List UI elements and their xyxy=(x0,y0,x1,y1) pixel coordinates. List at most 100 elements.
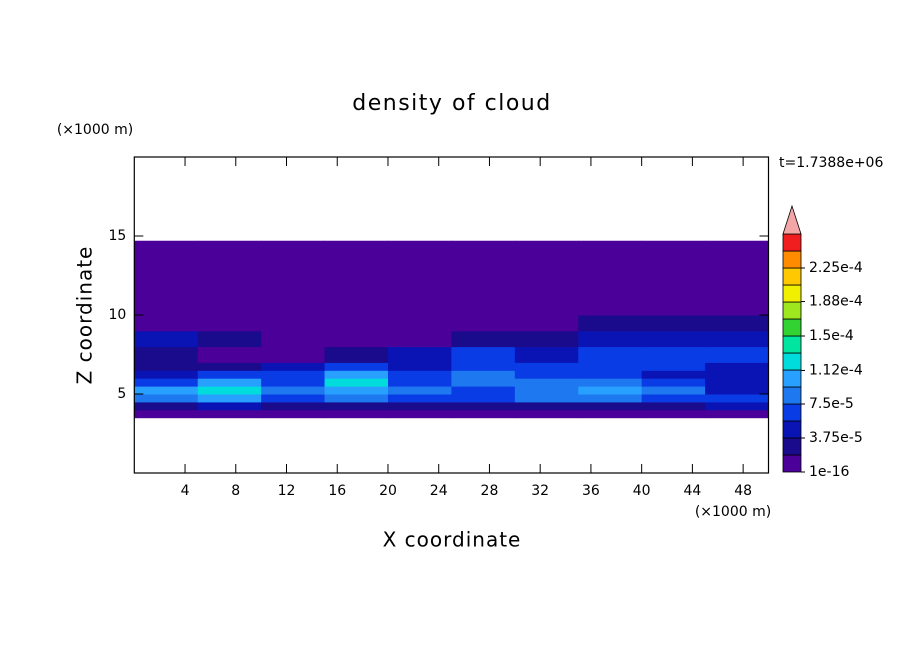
contour-cell xyxy=(261,330,326,348)
contour-cell xyxy=(514,370,579,379)
colorbar-box xyxy=(782,318,802,337)
contour-cell xyxy=(134,409,199,419)
contour-cell xyxy=(451,370,516,379)
contour-cell xyxy=(324,401,389,411)
contour-cell xyxy=(197,362,262,371)
contour-cell xyxy=(261,386,326,395)
colorbar-label: 3.75e-5 xyxy=(809,430,863,446)
colorbar-label: 1.12e-4 xyxy=(809,362,863,378)
contour-cell xyxy=(134,346,199,363)
contour-cell xyxy=(578,394,643,403)
contour-cell xyxy=(641,240,706,316)
contour-cell xyxy=(134,370,199,379)
contour-cell xyxy=(134,386,199,395)
contour-cell xyxy=(324,386,389,395)
annotation: t=1.7388e+06 xyxy=(779,155,883,171)
contour-cell xyxy=(514,409,579,419)
contour-cell xyxy=(197,386,262,395)
contour-cell xyxy=(261,401,326,411)
colorbar-box xyxy=(782,403,802,422)
contour-cell xyxy=(578,386,643,395)
contour-cell xyxy=(261,378,326,387)
contour-cell xyxy=(705,240,769,316)
colorbar-box xyxy=(782,335,802,354)
contour-cell xyxy=(514,240,579,316)
contour-cell xyxy=(324,378,389,387)
colorbar-label: 1e-16 xyxy=(809,464,849,480)
x-tick-label: 32 xyxy=(531,483,549,499)
contour-cell xyxy=(134,330,199,348)
colorbar-over xyxy=(782,204,802,235)
contour-cell xyxy=(641,315,706,332)
contour-cell xyxy=(197,394,262,403)
contour-cell xyxy=(514,362,579,371)
contour-cell xyxy=(641,330,706,348)
contour-cell xyxy=(451,394,516,403)
contour-cell xyxy=(387,409,452,419)
colorbar-box xyxy=(782,352,802,371)
contour-cell xyxy=(261,409,326,419)
x-tick-label: 28 xyxy=(481,483,499,499)
contour-cell xyxy=(578,330,643,348)
contour-cell xyxy=(387,330,452,348)
contour-cell xyxy=(641,362,706,371)
contour-cell xyxy=(134,240,199,316)
contour-cell xyxy=(324,370,389,379)
x-tick-label: 48 xyxy=(734,483,752,499)
contour-cell xyxy=(197,401,262,411)
contour-cell xyxy=(705,401,769,411)
contour-cell xyxy=(134,394,199,403)
contour-cell xyxy=(134,378,199,387)
contour-cell xyxy=(578,370,643,379)
contour-cell xyxy=(705,370,769,379)
contour-cell xyxy=(451,386,516,395)
contour-cell xyxy=(641,378,706,387)
contour-cell xyxy=(578,240,643,316)
x-tick-label: 24 xyxy=(430,483,448,499)
colorbar-box xyxy=(782,420,802,439)
contour-cell xyxy=(387,240,452,316)
contour-cell xyxy=(387,346,452,363)
contour-cell xyxy=(514,330,579,348)
contour-cell xyxy=(324,315,389,332)
contour-cell xyxy=(197,330,262,348)
contour-cell xyxy=(197,315,262,332)
x-tick-label: 8 xyxy=(231,483,240,499)
colorbar-label: 1.5e-4 xyxy=(809,328,854,344)
contour-cell xyxy=(261,394,326,403)
x-axis-label: X coordinate xyxy=(383,528,522,552)
contour-cell xyxy=(641,386,706,395)
contour-cell xyxy=(705,362,769,371)
contour-cell xyxy=(514,315,579,332)
contour-cell xyxy=(514,401,579,411)
y-tick-label: 15 xyxy=(108,228,126,244)
colorbar-box xyxy=(782,437,802,456)
contour-cell xyxy=(261,315,326,332)
contour-cell xyxy=(705,330,769,348)
contour-cell xyxy=(578,409,643,419)
y-tick-label: 5 xyxy=(117,386,126,402)
contour-cell xyxy=(578,362,643,371)
contour-cell xyxy=(578,401,643,411)
contour-cell xyxy=(705,394,769,403)
contour-cell xyxy=(451,401,516,411)
contour-cell xyxy=(197,409,262,419)
contour-cell xyxy=(387,362,452,371)
colorbar-box xyxy=(782,454,802,473)
contour-cell xyxy=(134,315,199,332)
colorbar-box xyxy=(782,233,802,252)
contour-cell xyxy=(324,362,389,371)
contour-cell xyxy=(641,346,706,363)
contour-cell xyxy=(451,409,516,419)
contour-cell xyxy=(197,346,262,363)
contour-cell xyxy=(451,362,516,371)
x-tick-label: 36 xyxy=(582,483,600,499)
x-tick-label: 40 xyxy=(633,483,651,499)
y-tick-label: 10 xyxy=(108,307,126,323)
contour-cell xyxy=(324,394,389,403)
contour-cell xyxy=(641,394,706,403)
contour-cell xyxy=(514,386,579,395)
contour-cell xyxy=(261,362,326,371)
x-tick-label: 44 xyxy=(683,483,701,499)
